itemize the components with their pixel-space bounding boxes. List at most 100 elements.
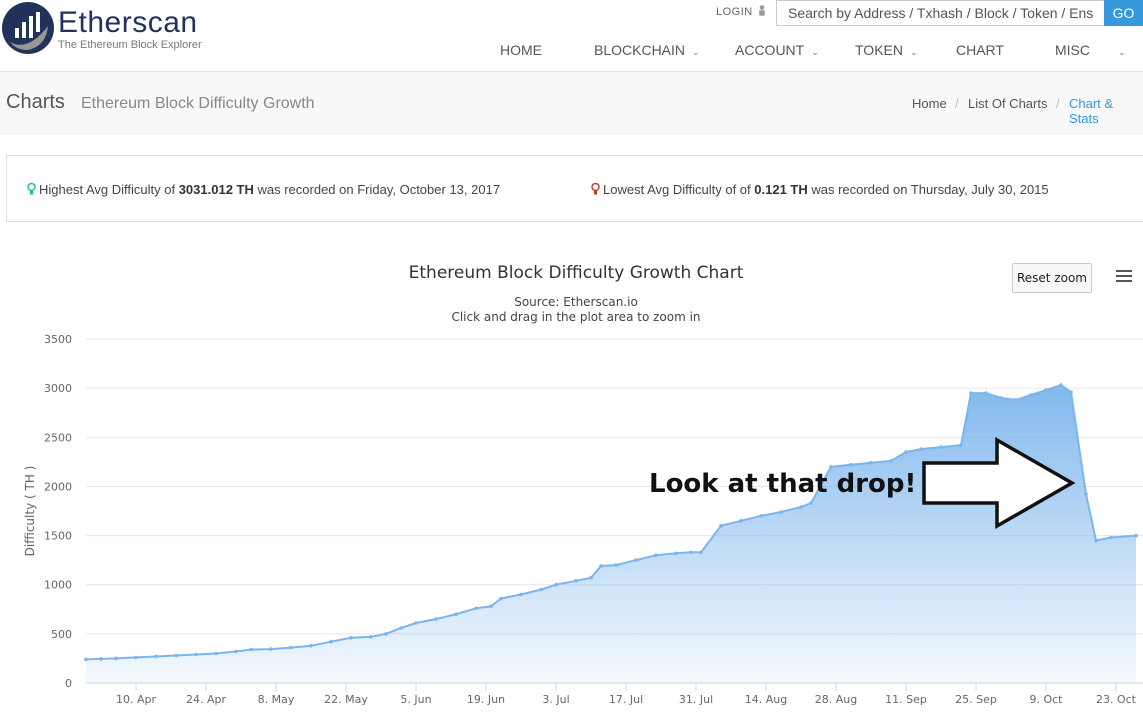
x-tick-label: 3. Jul bbox=[542, 693, 569, 706]
data-point bbox=[984, 391, 988, 395]
breadcrumb-home[interactable]: Home bbox=[912, 96, 947, 111]
y-tick-label: 1000 bbox=[44, 579, 72, 592]
data-point bbox=[539, 587, 543, 592]
data-point bbox=[1109, 535, 1113, 540]
y-tick-label: 0 bbox=[65, 677, 72, 690]
data-point bbox=[329, 639, 333, 644]
data-point bbox=[849, 463, 853, 467]
lowest-prefix: Lowest Avg Difficulty of of bbox=[603, 182, 755, 197]
nav-misc-label: MISC bbox=[1055, 42, 1090, 58]
x-tick-label: 11. Sep bbox=[885, 693, 927, 706]
data-point bbox=[1029, 393, 1033, 397]
y-tick-label: 500 bbox=[51, 628, 72, 641]
data-point bbox=[939, 445, 943, 449]
data-point bbox=[759, 514, 763, 518]
breadcrumb-current: Chart & Stats bbox=[1069, 96, 1114, 126]
data-point bbox=[99, 657, 103, 661]
data-point bbox=[214, 651, 218, 656]
page-subtitle: Ethereum Block Difficulty Growth bbox=[81, 95, 315, 112]
nav-token[interactable]: TOKEN ⌄ bbox=[855, 42, 918, 58]
page-title: Charts bbox=[6, 91, 65, 113]
data-point bbox=[739, 519, 743, 523]
data-point bbox=[634, 558, 638, 562]
lowest-difficulty-info: Lowest Avg Difficulty of of 0.121 TH was… bbox=[591, 182, 1049, 197]
data-point bbox=[689, 550, 693, 555]
breadcrumb-list-of-charts[interactable]: List Of Charts bbox=[968, 96, 1048, 111]
x-tick-label: 23. Oct bbox=[1096, 693, 1137, 706]
data-point bbox=[674, 551, 678, 556]
data-point bbox=[474, 606, 478, 611]
lightbulb-icon bbox=[27, 183, 36, 195]
data-point bbox=[654, 553, 658, 557]
data-point bbox=[959, 443, 963, 447]
x-tick-label: 22. May bbox=[324, 693, 368, 706]
data-point bbox=[249, 647, 253, 652]
user-icon bbox=[759, 5, 766, 16]
y-tick-label: 3000 bbox=[44, 382, 72, 395]
data-point bbox=[574, 579, 578, 583]
search-go-button[interactable]: GO bbox=[1104, 0, 1143, 26]
search-input[interactable] bbox=[776, 0, 1106, 26]
data-point bbox=[829, 465, 833, 469]
data-point bbox=[384, 632, 388, 636]
data-point bbox=[799, 505, 803, 509]
brand-logo[interactable]: Etherscan The Ethereum Block Explorer bbox=[2, 2, 212, 58]
nav-home[interactable]: HOME bbox=[500, 42, 542, 58]
highest-difficulty-info: Highest Avg Difficulty of 3031.012 TH wa… bbox=[27, 182, 500, 197]
nav-misc[interactable]: MISC ⌄ bbox=[1055, 42, 1126, 58]
data-point bbox=[454, 612, 458, 616]
data-point bbox=[499, 596, 503, 601]
chevron-down-icon: ⌄ bbox=[692, 47, 700, 57]
data-point bbox=[154, 654, 158, 659]
data-point bbox=[234, 649, 238, 654]
x-tick-label: 25. Sep bbox=[955, 693, 997, 706]
data-point bbox=[174, 653, 178, 658]
chart-subtitle: Source: Etherscan.io bbox=[514, 295, 638, 309]
x-tick-label: 24. Apr bbox=[186, 693, 226, 706]
lightbulb-icon bbox=[591, 183, 600, 195]
x-tick-label: 5. Jun bbox=[400, 693, 431, 706]
data-point bbox=[589, 576, 593, 580]
data-point bbox=[519, 592, 523, 597]
x-tick-label: 14. Aug bbox=[745, 693, 787, 706]
data-point bbox=[889, 459, 893, 463]
x-tick-label: 19. Jun bbox=[467, 693, 505, 706]
x-tick-label: 8. May bbox=[258, 693, 295, 706]
data-point bbox=[349, 636, 353, 640]
page-title-bar: Charts Ethereum Block Difficulty Growth … bbox=[0, 72, 1143, 134]
data-point bbox=[269, 647, 273, 651]
y-axis-title: Difficulty ( TH ) bbox=[23, 466, 37, 557]
nav-chart-label: CHART bbox=[956, 42, 1004, 58]
x-tick-label: 10. Apr bbox=[116, 693, 156, 706]
data-point bbox=[554, 582, 558, 587]
x-tick-label: 28. Aug bbox=[815, 693, 857, 706]
data-point bbox=[1084, 492, 1088, 497]
data-point bbox=[489, 604, 493, 609]
arrow-right-icon bbox=[922, 436, 1076, 530]
data-point bbox=[969, 391, 973, 395]
x-tick-label: 17. Jul bbox=[609, 693, 643, 706]
y-tick-label: 1500 bbox=[44, 530, 72, 543]
data-point bbox=[809, 501, 813, 505]
nav-chart[interactable]: CHART bbox=[956, 42, 1004, 58]
data-point bbox=[399, 626, 403, 630]
reset-zoom-button[interactable]: Reset zoom bbox=[1012, 263, 1092, 293]
hamburger-menu-icon[interactable] bbox=[1116, 270, 1132, 284]
brand-name: Etherscan bbox=[58, 6, 198, 39]
nav-account[interactable]: ACCOUNT ⌄ bbox=[735, 42, 819, 58]
data-point bbox=[134, 655, 138, 660]
difficulty-summary-panel: Highest Avg Difficulty of 3031.012 TH wa… bbox=[6, 155, 1143, 222]
data-point bbox=[309, 643, 313, 648]
data-point bbox=[1094, 538, 1098, 543]
login-link[interactable]: LOGIN bbox=[716, 5, 766, 18]
nav-blockchain-label: BLOCKCHAIN bbox=[594, 42, 686, 58]
data-point bbox=[1134, 533, 1138, 538]
highest-value: 3031.012 TH bbox=[178, 182, 254, 197]
etherscan-logo-icon bbox=[2, 2, 54, 54]
nav-token-label: TOKEN bbox=[855, 42, 903, 58]
nav-blockchain[interactable]: BLOCKCHAIN ⌄ bbox=[594, 42, 700, 58]
y-tick-label: 3500 bbox=[44, 333, 72, 346]
data-point bbox=[114, 656, 118, 661]
data-point bbox=[414, 621, 418, 625]
